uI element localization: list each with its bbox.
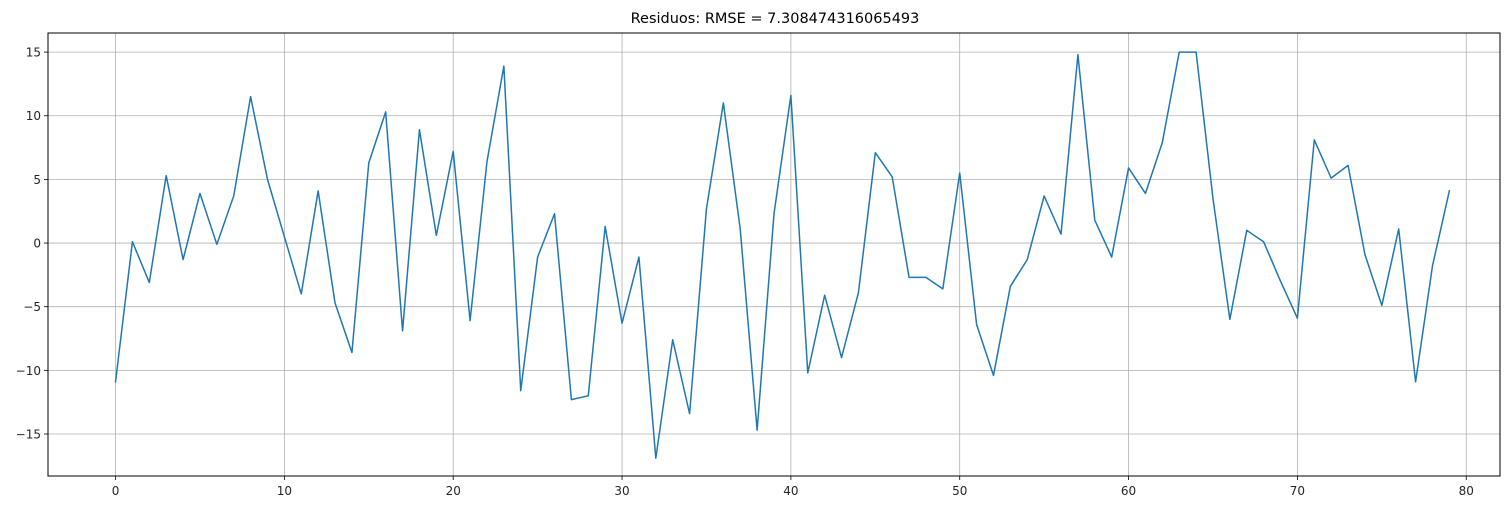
chart-title: Residuos: RMSE = 7.308474316065493 (631, 11, 920, 27)
grid-lines (48, 33, 1500, 476)
y-tick-label: −10 (16, 364, 41, 378)
series-layer (114, 51, 1451, 459)
x-tick-label: 80 (1459, 484, 1474, 498)
x-tick-label: 10 (277, 484, 292, 498)
x-tick-label: 30 (614, 484, 629, 498)
x-tick-label: 60 (1121, 484, 1136, 498)
x-tick-label: 70 (1290, 484, 1305, 498)
x-axis: 0 10 20 30 40 50 60 70 80 (112, 476, 1474, 498)
y-tick-label: −5 (23, 300, 41, 314)
y-tick-label: 15 (26, 46, 41, 60)
x-tick-label: 40 (783, 484, 798, 498)
x-tick-label: 0 (112, 484, 120, 498)
residual-series-line (114, 51, 1451, 459)
y-tick-label: 0 (33, 237, 41, 251)
y-tick-label: −15 (16, 427, 41, 441)
y-tick-label: 10 (26, 109, 41, 123)
plot-frame (47, 32, 1501, 477)
x-tick-label: 20 (446, 484, 461, 498)
y-axis: −15 −10 −5 0 5 10 15 (16, 46, 48, 441)
y-tick-label: 5 (33, 173, 41, 187)
x-tick-label: 50 (952, 484, 967, 498)
